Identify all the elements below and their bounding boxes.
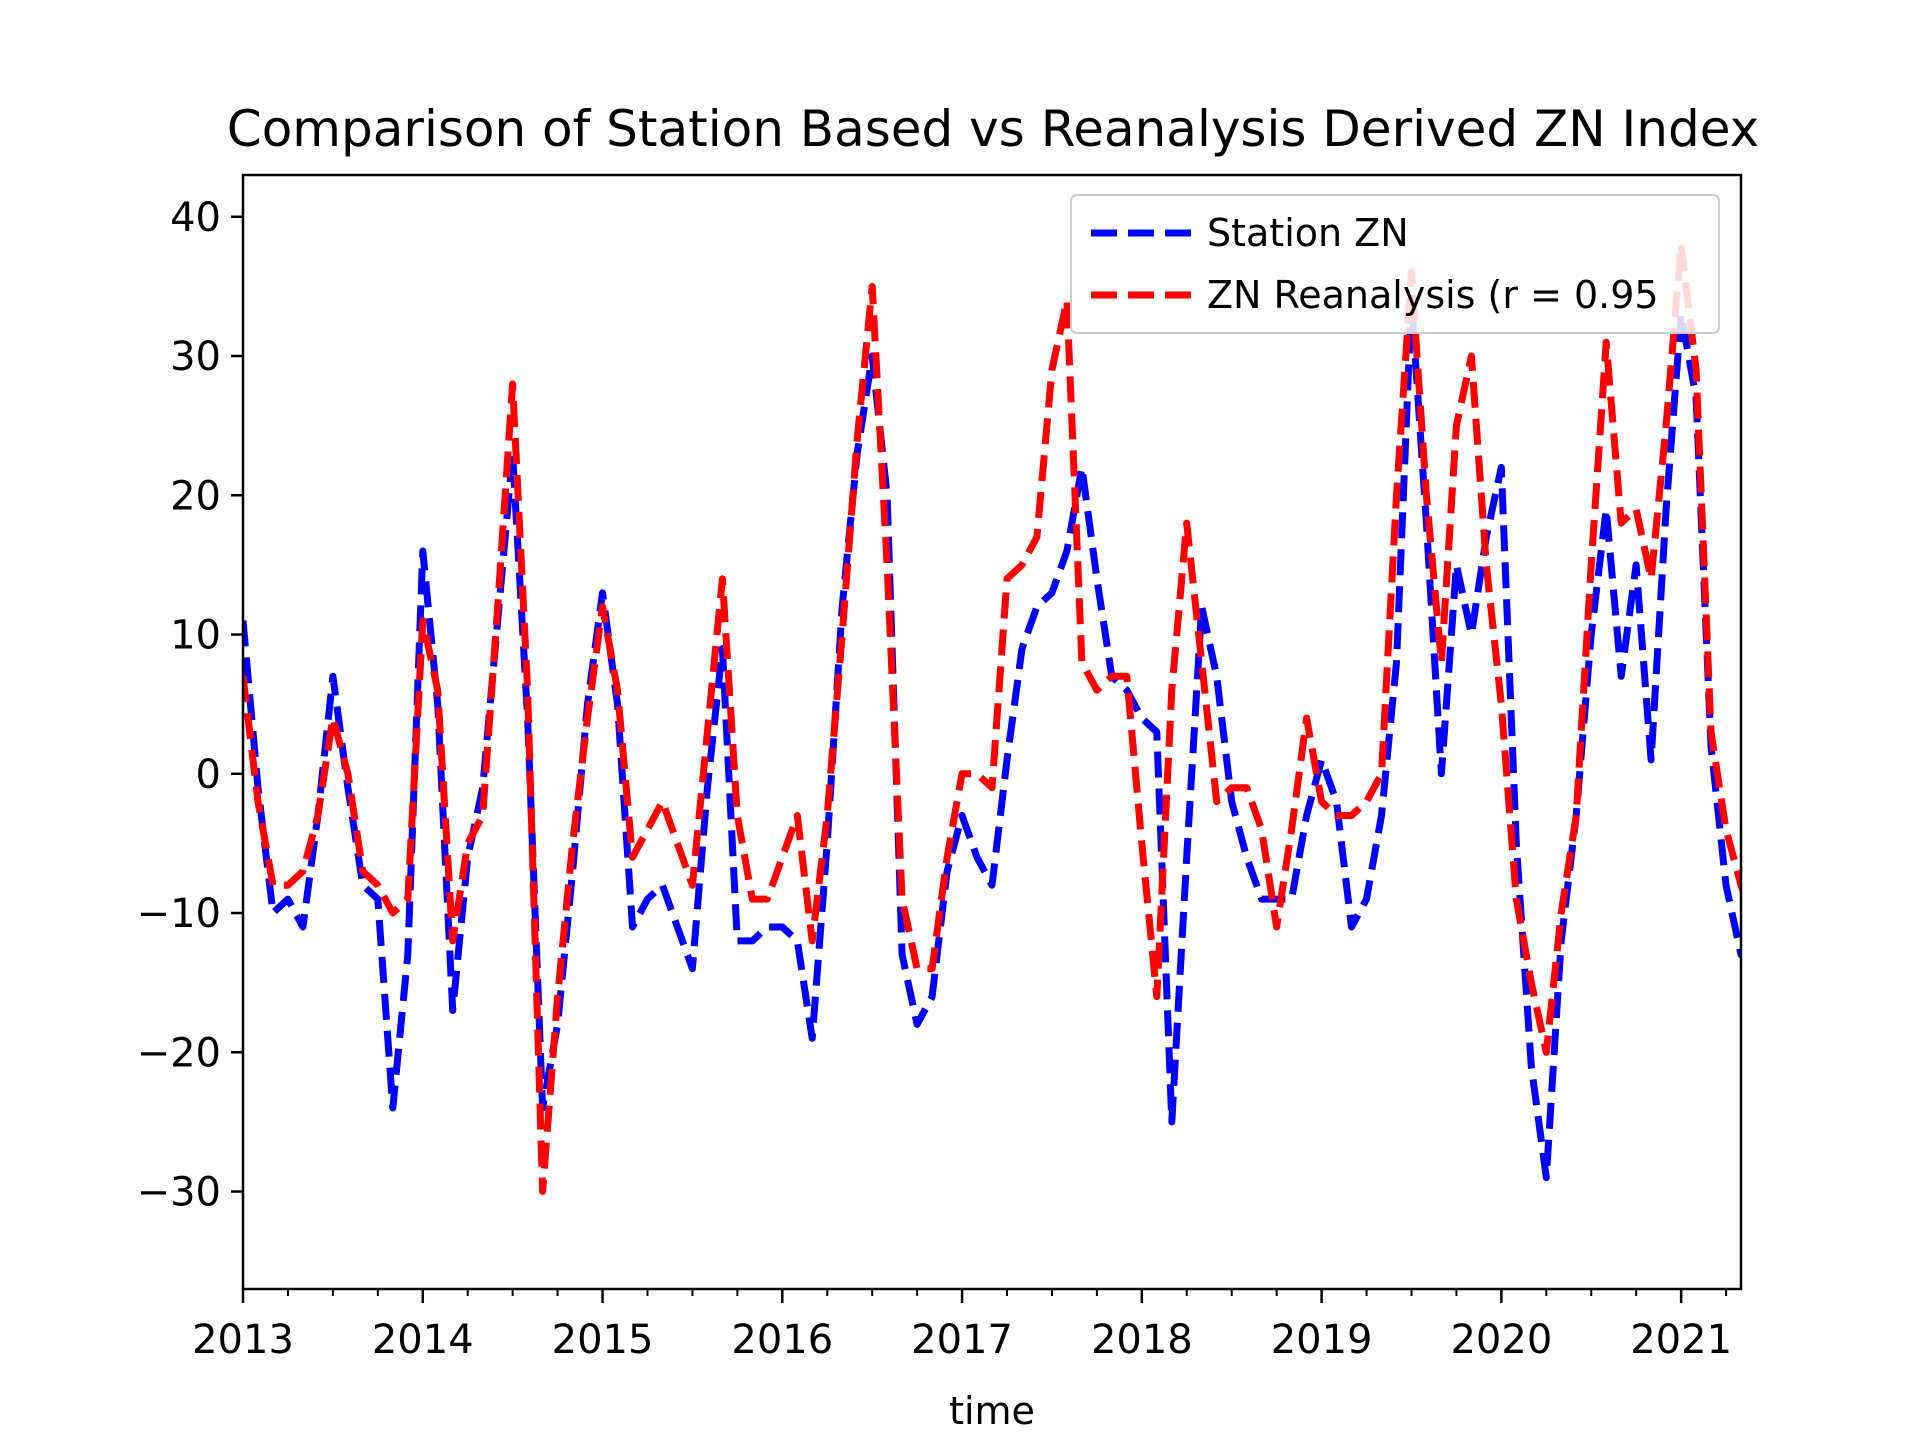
legend-label-station-zn: Station ZN [1207,211,1409,255]
series-line-zn-reanalysis [243,241,1741,1195]
x-tick-label: 2014 [372,1317,474,1363]
plot-frame [241,173,1743,1291]
legend-label-zn-reanalysis: ZN Reanalysis (r = 0.95 [1207,273,1659,317]
y-tick-label: 40 [170,195,221,241]
y-tick-label: 20 [170,473,221,519]
series-layer [243,241,1741,1195]
x-tick-label: 2020 [1450,1317,1552,1363]
y-tick-label: −10 [137,891,221,937]
y-tick-label: 10 [170,613,221,659]
y-axis: 40 30 20 10 0 −10 −20 −30 [137,195,243,1216]
x-tick-label: 2017 [911,1317,1013,1363]
legend-box [1070,194,1720,334]
y-tick-label: 30 [170,334,221,380]
y-tick-label: 0 [196,752,221,798]
x-tick-label: 2013 [192,1317,294,1363]
series-line-station-zn [243,296,1741,1182]
legend: Station ZN ZN Reanalysis (r = 0.95 [1070,194,1720,334]
chart-title: Comparison of Station Based vs Reanalysi… [227,100,1759,158]
x-tick-label: 2019 [1271,1317,1373,1363]
x-axis-label: time [949,1389,1035,1433]
x-tick-label: 2018 [1091,1317,1193,1363]
x-tick-label: 2016 [731,1317,833,1363]
y-tick-label: −30 [137,1170,221,1216]
y-tick-label: −20 [137,1030,221,1076]
x-tick-label: 2021 [1630,1317,1732,1363]
x-tick-label: 2015 [552,1317,654,1363]
x-axis: 2013 2014 2015 2016 2017 2018 2019 2020 2021 [192,1289,1732,1363]
